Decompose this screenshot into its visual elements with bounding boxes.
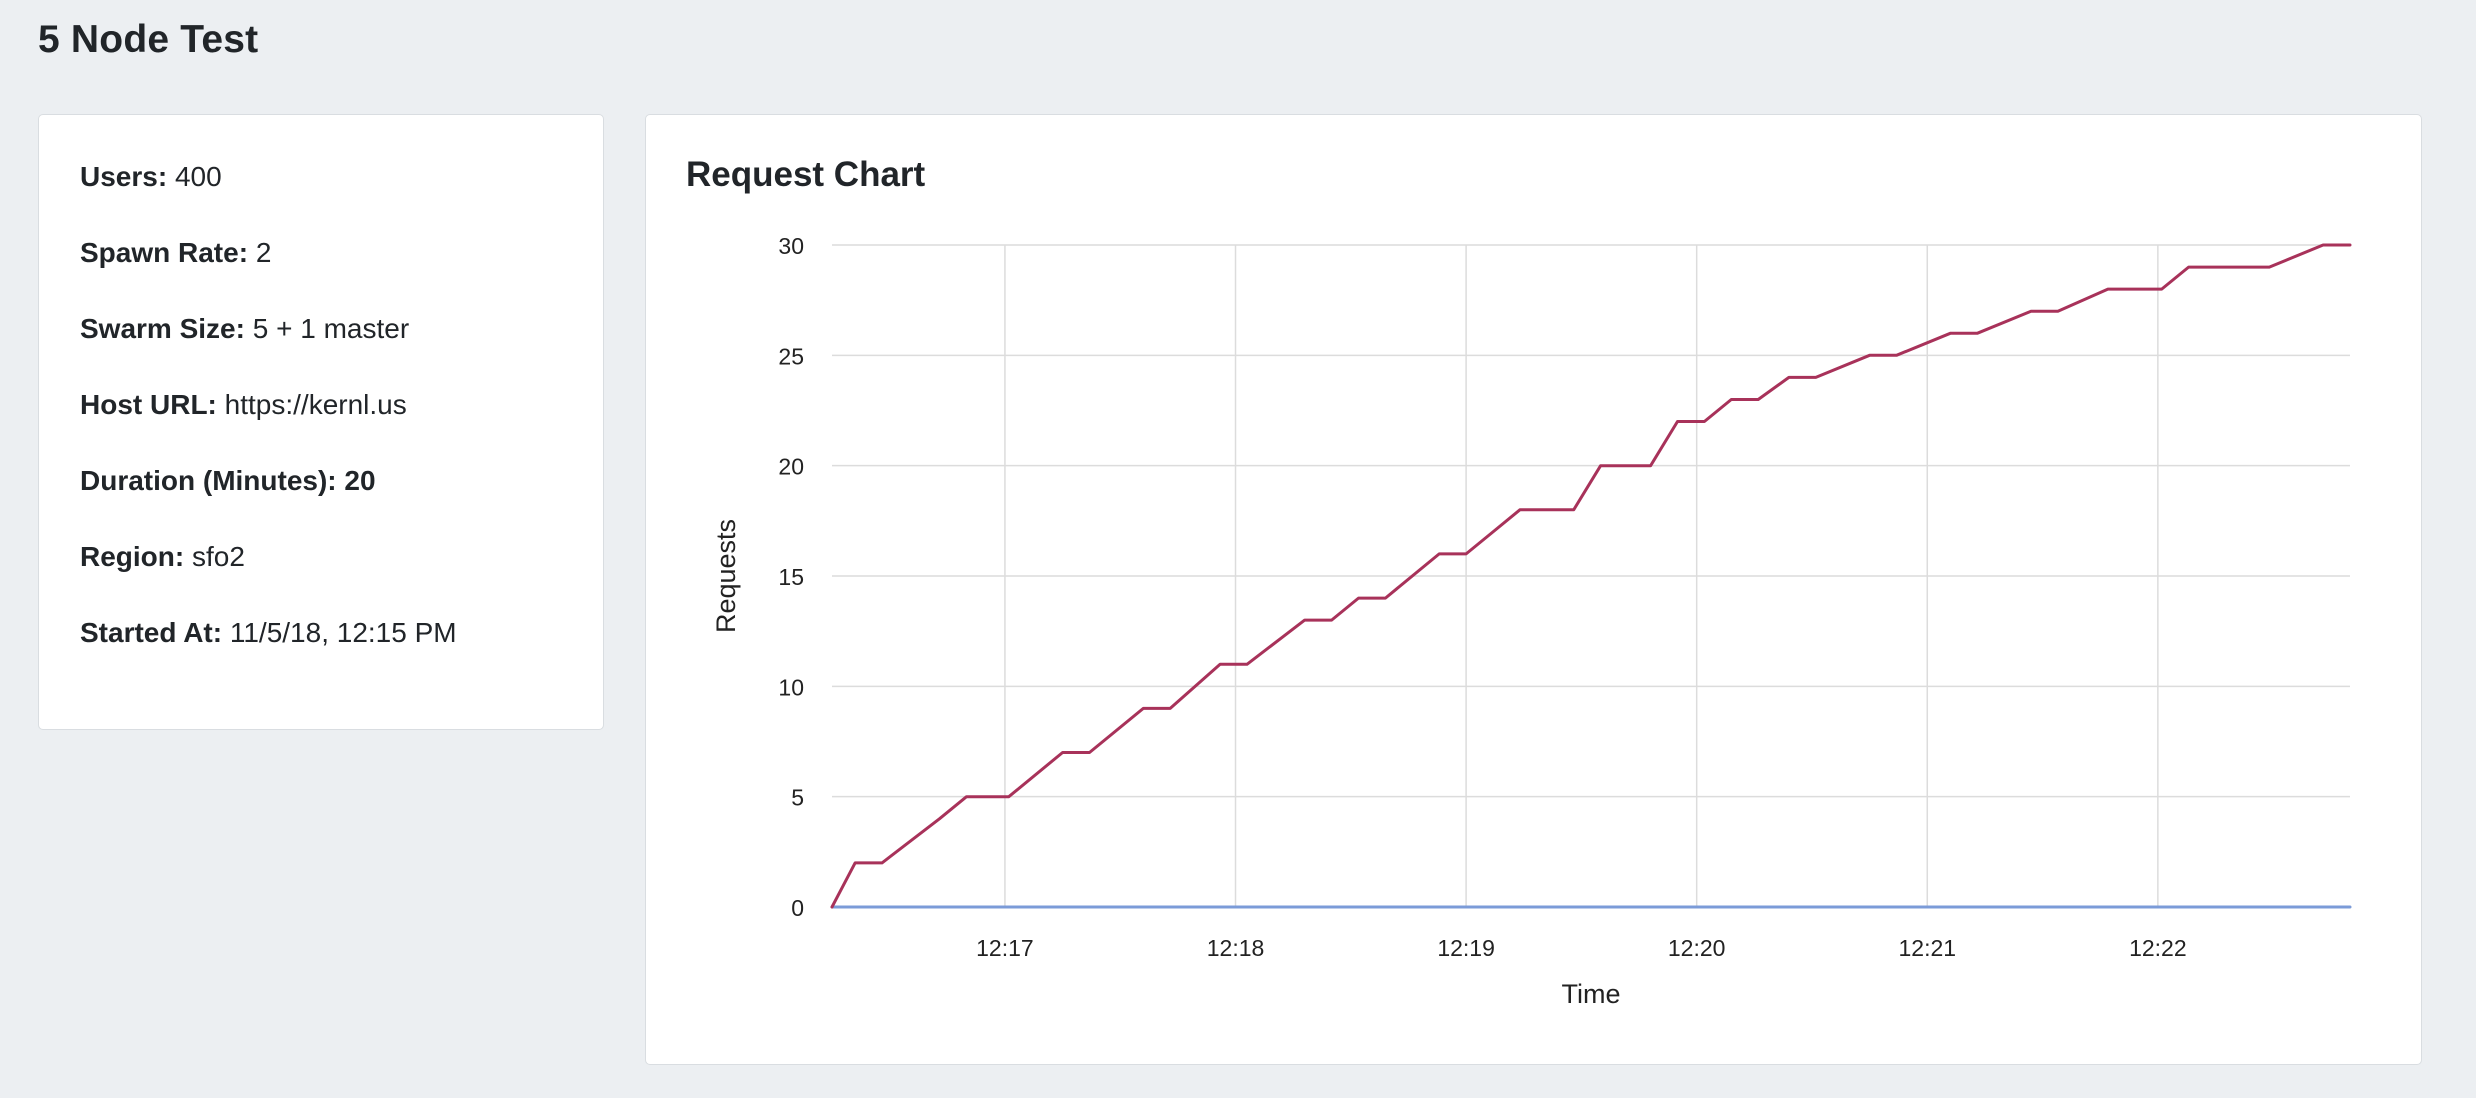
info-value: 2: [255, 237, 272, 268]
chart-title: Request Chart: [686, 155, 926, 194]
x-tick-label: 12:21: [1898, 935, 1956, 961]
page-title: 5 Node Test: [38, 18, 259, 61]
x-tick-label: 12:19: [1437, 935, 1495, 961]
info-users: Users: 400: [80, 161, 222, 193]
y-tick-label: 15: [778, 564, 804, 590]
info-label: Spawn Rate:: [80, 237, 249, 268]
info-duration: Duration (Minutes): 20: [80, 465, 376, 497]
info-region: Region: sfo2: [80, 541, 245, 573]
info-value: https://kernl.us: [224, 389, 407, 420]
x-tick-label: 12:20: [1668, 935, 1726, 961]
info-spawn-rate: Spawn Rate: 2: [80, 237, 271, 269]
y-tick-label: 20: [778, 454, 804, 480]
x-tick-label: 12:22: [2129, 935, 2187, 961]
info-label: Swarm Size:: [80, 313, 245, 344]
info-value: 20: [344, 465, 376, 496]
info-value: 400: [174, 161, 222, 192]
request-chart: 0 5 10 15 20 25 30 12:17 12:18 12:19 12:20 12:21 12:…: [711, 233, 2352, 1009]
info-label: Host URL:: [80, 389, 217, 420]
info-label: Duration (Minutes):: [80, 465, 337, 496]
test-info-card: Users: 400 Spawn Rate: 2 Swarm Size: 5 +…: [38, 114, 604, 730]
info-value: sfo2: [192, 541, 245, 572]
info-label: Region:: [80, 541, 185, 572]
series-line: [830, 243, 2352, 909]
y-tick-label: 0: [791, 895, 804, 921]
request-chart-card: Request Chart 0 5 10 15 20 25 30 12:17 12:18 12:1…: [645, 114, 2422, 1065]
y-tick-label: 10: [778, 674, 804, 700]
x-tick-label: 12:17: [976, 935, 1034, 961]
info-swarm-size: Swarm Size: 5 + 1 master: [80, 313, 409, 345]
y-tick-label: 25: [778, 343, 804, 369]
x-tick-label: 12:18: [1207, 935, 1265, 961]
info-label: Started At:: [80, 617, 223, 648]
y-axis-label: Requests: [711, 519, 741, 633]
info-value: 5 + 1 master: [252, 313, 410, 344]
info-value: 11/5/18, 12:15 PM: [229, 617, 457, 648]
info-label: Users:: [80, 161, 168, 192]
y-tick-label: 30: [778, 233, 804, 259]
y-tick-label: 5: [791, 785, 804, 811]
info-started-at: Started At: 11/5/18, 12:15 PM: [80, 617, 457, 649]
x-axis-label: Time: [1562, 979, 1621, 1009]
info-host-url: Host URL: https://kernl.us: [80, 389, 407, 421]
